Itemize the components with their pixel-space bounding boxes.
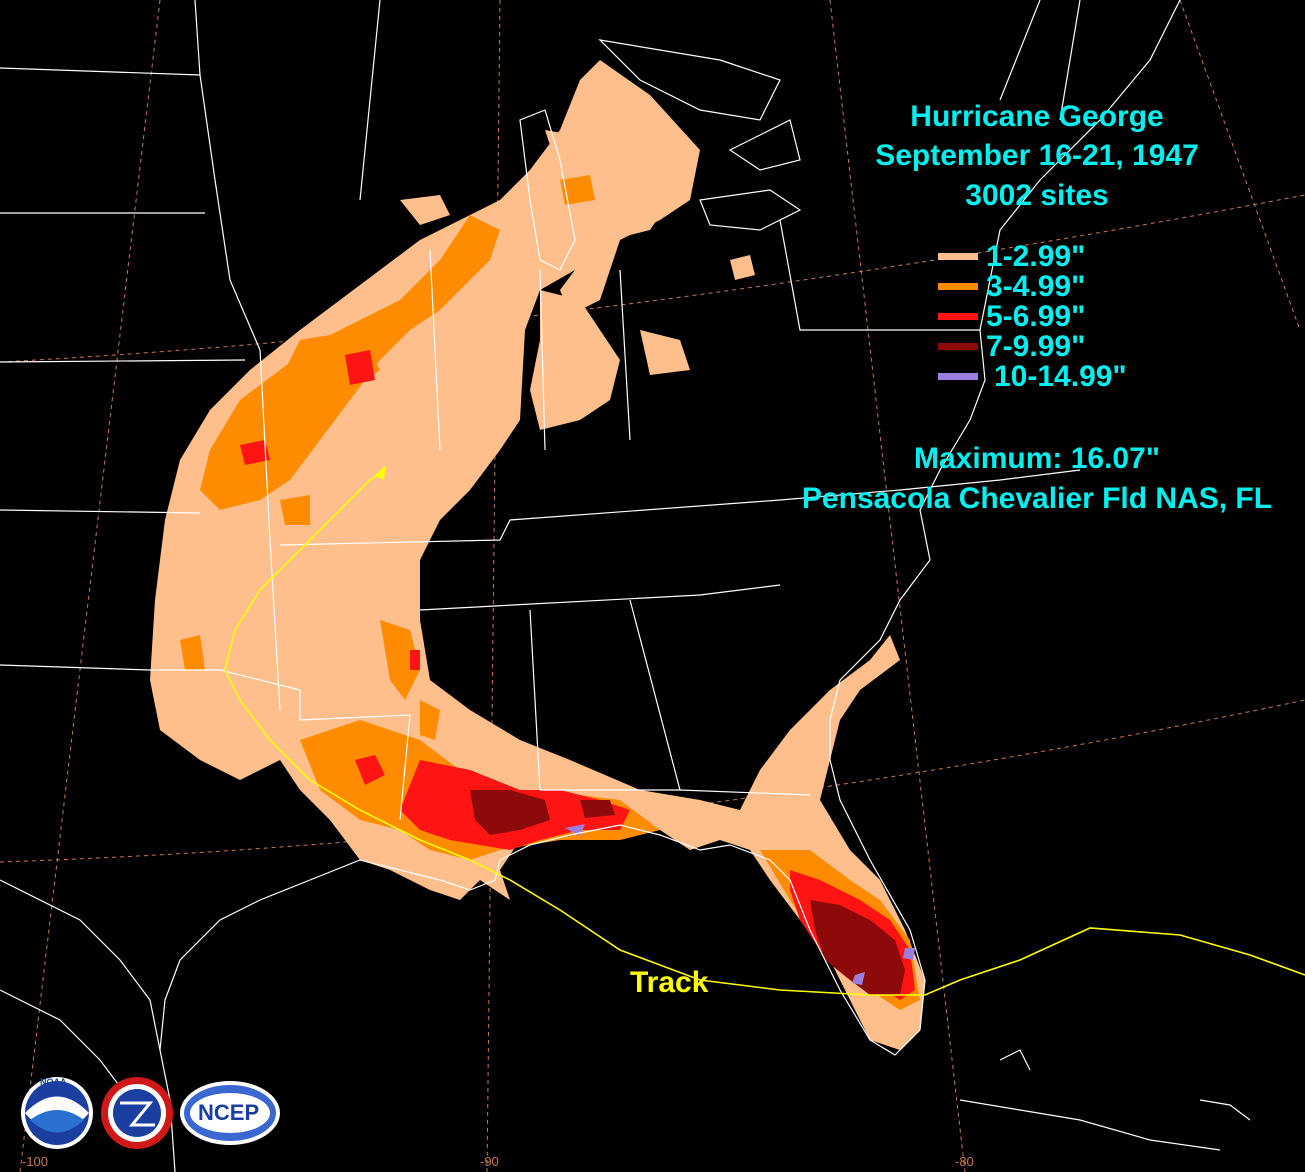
longitude-label: -100 (22, 1154, 49, 1169)
nws-logo (101, 1077, 173, 1149)
longitude-label: -80 (955, 1154, 974, 1169)
legend-swatch (938, 373, 978, 380)
hurricane-track (224, 469, 1305, 996)
legend-swatch (938, 343, 978, 350)
noaa-logo-text: NOAA (40, 1077, 67, 1087)
legend-label: 7-9.99" (986, 330, 1086, 363)
boundaries (0, 0, 1251, 1172)
map-title: Hurricane George (910, 100, 1164, 133)
rainfall-7-10in (470, 790, 905, 995)
map-dates: September 16-21, 1947 (875, 139, 1199, 172)
maximum-station: Pensacola Chevalier Fld NAS, FL (801, 482, 1273, 515)
legend-label: 3-4.99" (986, 270, 1086, 303)
legend-swatch (938, 283, 978, 290)
ncep-logo (180, 1081, 280, 1145)
map-sites: 3002 sites (965, 179, 1109, 212)
legend-swatch (938, 313, 978, 320)
noaa-logo (21, 1077, 93, 1149)
legend-label: 1-2.99" (986, 240, 1086, 273)
ncep-logo-text: NCEP (198, 1100, 260, 1125)
legend: 1-2.99" 3-4.99" 5-6.99" 7-9.99" 10-14.99… (938, 242, 1158, 392)
rainfall-10-15in (565, 824, 915, 985)
longitude-label: -90 (480, 1154, 499, 1169)
maximum-value: Maximum: 16.07" (914, 442, 1160, 475)
legend-swatch (938, 253, 978, 260)
track-label: Track (630, 966, 709, 999)
track-arrow-icon (374, 465, 386, 480)
legend-label: 10-14.99" (994, 360, 1127, 393)
legend-label: 5-6.99" (986, 300, 1086, 333)
